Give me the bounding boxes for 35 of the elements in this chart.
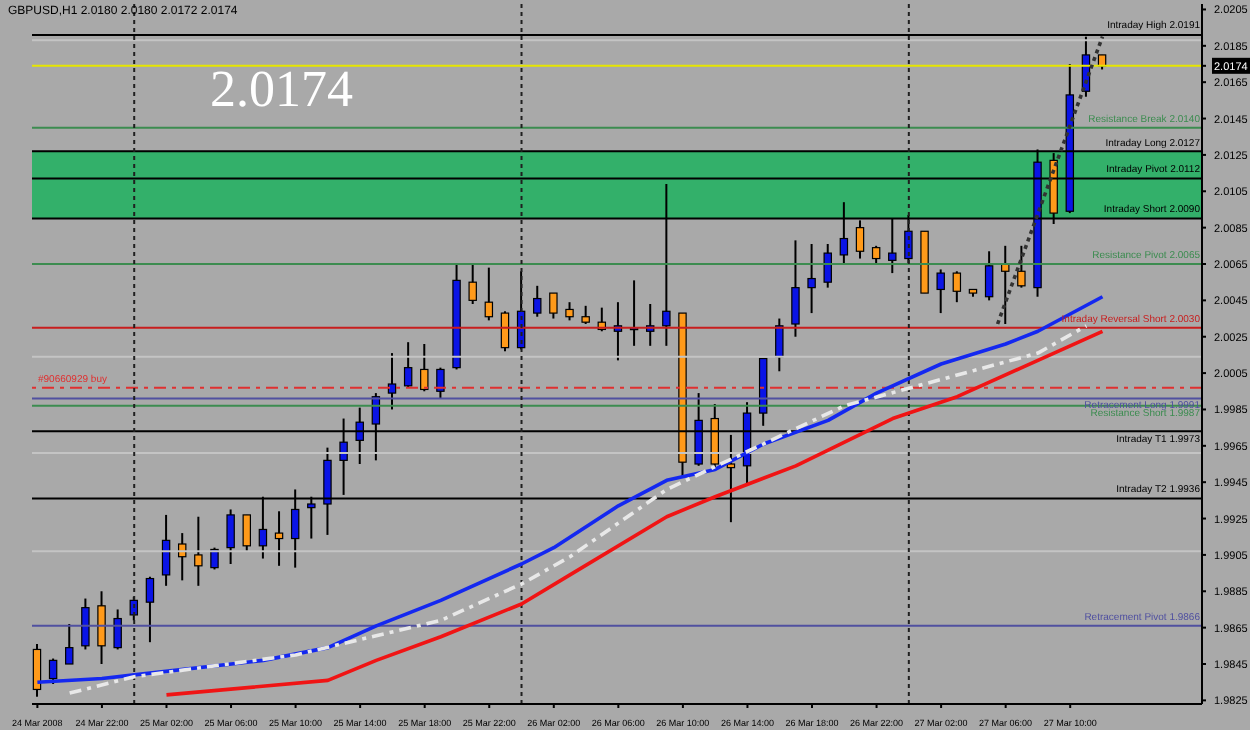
candlestick (65, 623, 74, 665)
candlestick (113, 608, 122, 651)
candlestick (210, 546, 219, 571)
candlestick (484, 266, 494, 322)
candlestick (823, 243, 832, 289)
candlestick (1017, 244, 1026, 289)
candlestick (533, 284, 542, 318)
candlestick (161, 513, 171, 587)
candlestick (97, 590, 106, 665)
candlestick (984, 250, 994, 302)
candlestick (952, 270, 962, 304)
candlestick (936, 268, 945, 315)
candlestick (387, 352, 397, 411)
candlestick (549, 292, 558, 320)
candlestick (194, 515, 203, 587)
candlestick (500, 310, 510, 353)
candlestick (81, 597, 90, 651)
candlestick (565, 301, 574, 322)
candlestick (436, 366, 445, 400)
candlestick (403, 341, 413, 389)
candlestick (775, 317, 784, 373)
candlestick (791, 239, 800, 338)
candlestick (1001, 244, 1010, 325)
candlestick (145, 575, 155, 644)
candlestick (807, 243, 816, 315)
candlestick (48, 657, 58, 685)
candlestick (468, 263, 477, 305)
candlestick (420, 343, 429, 393)
candlestick (871, 244, 881, 265)
candlestick (32, 643, 42, 698)
annotation: 2.0174 (210, 60, 353, 120)
candlestick (581, 304, 590, 325)
candlestick (242, 513, 251, 553)
candlestick (226, 508, 235, 565)
candlestick (274, 510, 284, 567)
